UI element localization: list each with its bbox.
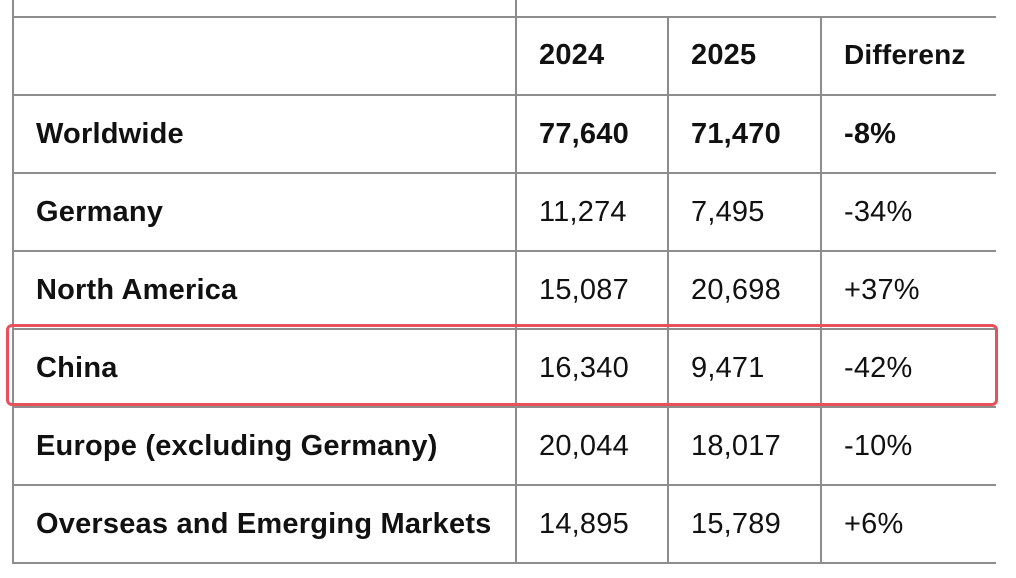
diff-cell: -10% <box>820 408 996 484</box>
table-header-row: 2024 2025 Differenz <box>12 16 996 96</box>
value-2025-cell: 20,698 <box>667 252 820 328</box>
value-2025-cell: 18,017 <box>667 408 820 484</box>
header-2025: 2025 <box>667 16 820 94</box>
value-2025-cell: 15,789 <box>667 486 820 562</box>
region-cell: North America <box>12 252 515 328</box>
value-2024-cell: 15,087 <box>515 252 667 328</box>
table-row: Overseas and Emerging Markets 14,895 15,… <box>12 486 996 564</box>
value-2025-cell: 7,495 <box>667 174 820 250</box>
region-cell: Germany <box>12 174 515 250</box>
value-2024-cell: 16,340 <box>515 330 667 406</box>
table-top-strip <box>12 0 996 18</box>
header-2024: 2024 <box>515 16 667 94</box>
value-2025-cell: 71,470 <box>667 96 820 172</box>
diff-cell: +37% <box>820 252 996 328</box>
region-cell: Overseas and Emerging Markets <box>12 486 515 562</box>
region-cell: China <box>12 330 515 406</box>
diff-cell: -8% <box>820 96 996 172</box>
table-row: Worldwide 77,640 71,470 -8% <box>12 96 996 174</box>
diff-cell: +6% <box>820 486 996 562</box>
table-row: Europe (excluding Germany) 20,044 18,017… <box>12 408 996 486</box>
diff-cell: -34% <box>820 174 996 250</box>
header-region <box>12 16 515 94</box>
table-row: Germany 11,274 7,495 -34% <box>12 174 996 252</box>
table-row: North America 15,087 20,698 +37% <box>12 252 996 330</box>
value-2024-cell: 20,044 <box>515 408 667 484</box>
region-cell: Worldwide <box>12 96 515 172</box>
diff-cell: -42% <box>820 330 996 406</box>
value-2024-cell: 14,895 <box>515 486 667 562</box>
table-row: China 16,340 9,471 -42% <box>12 330 996 408</box>
value-2025-cell: 9,471 <box>667 330 820 406</box>
region-cell: Europe (excluding Germany) <box>12 408 515 484</box>
value-2024-cell: 11,274 <box>515 174 667 250</box>
value-2024-cell: 77,640 <box>515 96 667 172</box>
header-differenz: Differenz <box>820 16 996 94</box>
